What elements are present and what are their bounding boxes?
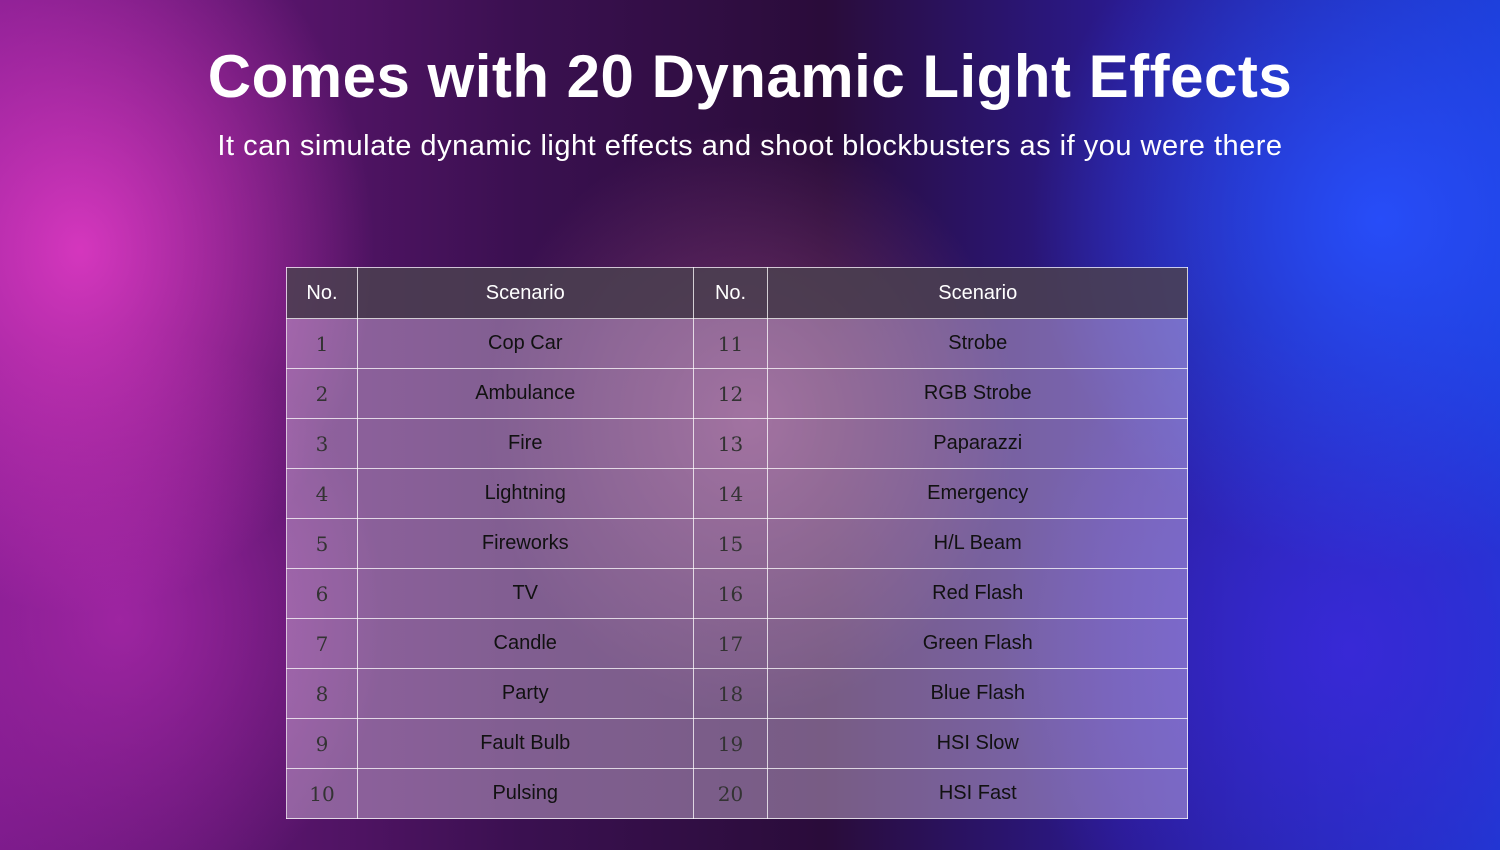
header-no: No.	[286, 267, 358, 319]
effect-scenario: TV	[356, 568, 694, 619]
effect-scenario: Lightning	[356, 468, 694, 519]
effect-number: 15	[692, 518, 769, 569]
effect-number: 20	[692, 768, 769, 819]
effect-number: 1	[286, 318, 358, 369]
effect-scenario: Emergency	[767, 468, 1188, 519]
effect-scenario: Ambulance	[356, 368, 694, 419]
effect-number: 8	[286, 668, 358, 719]
effect-scenario: H/L Beam	[767, 518, 1188, 569]
effect-number: 16	[692, 568, 769, 619]
table-row: 10 Pulsing 20 HSI Fast	[286, 768, 1188, 819]
table-row: 8 Party 18 Blue Flash	[286, 668, 1188, 719]
table-header-row: No. Scenario No. Scenario	[286, 267, 1188, 319]
effect-scenario: Party	[356, 668, 694, 719]
effect-scenario: Green Flash	[767, 618, 1188, 669]
effect-scenario: Fireworks	[356, 518, 694, 569]
effect-scenario: HSI Fast	[767, 768, 1188, 819]
effect-scenario: Blue Flash	[767, 668, 1188, 719]
effect-scenario: HSI Slow	[767, 718, 1188, 769]
effect-number: 3	[286, 418, 358, 469]
effect-number: 2	[286, 368, 358, 419]
table-row: 2 Ambulance 12 RGB Strobe	[286, 368, 1188, 419]
effect-number: 17	[692, 618, 769, 669]
effect-number: 4	[286, 468, 358, 519]
effect-scenario: RGB Strobe	[767, 368, 1188, 419]
light-effects-table: No. Scenario No. Scenario 1 Cop Car 11 Stro…	[286, 267, 1188, 819]
table-row: 3 Fire 13 Paparazzi	[286, 418, 1188, 469]
effect-scenario: Candle	[356, 618, 694, 669]
effect-scenario: Strobe	[767, 318, 1188, 369]
table-row: 7 Candle 17 Green Flash	[286, 618, 1188, 669]
table-row: 1 Cop Car 11 Strobe	[286, 318, 1188, 369]
effect-scenario: Red Flash	[767, 568, 1188, 619]
table-row: 6 TV 16 Red Flash	[286, 568, 1188, 619]
effect-scenario: Pulsing	[356, 768, 694, 819]
effect-number: 11	[692, 318, 769, 369]
effect-number: 14	[692, 468, 769, 519]
effect-number: 18	[692, 668, 769, 719]
effect-number: 6	[286, 568, 358, 619]
effect-number: 10	[286, 768, 358, 819]
effect-number: 5	[286, 518, 358, 569]
effect-number: 7	[286, 618, 358, 669]
headline: Comes with 20 Dynamic Light Effects	[207, 43, 1293, 110]
effect-scenario: Cop Car	[356, 318, 694, 369]
effect-number: 12	[692, 368, 769, 419]
effect-number: 9	[286, 718, 358, 769]
header-scenario: Scenario	[767, 267, 1188, 319]
effect-number: 19	[692, 718, 769, 769]
effect-scenario: Paparazzi	[767, 418, 1188, 469]
effect-scenario: Fault Bulb	[356, 718, 694, 769]
subheadline: It can simulate dynamic light effects an…	[217, 130, 1283, 162]
effect-scenario: Fire	[356, 418, 694, 469]
table-row: 5 Fireworks 15 H/L Beam	[286, 518, 1188, 569]
table-row: 9 Fault Bulb 19 HSI Slow	[286, 718, 1188, 769]
table-row: 4 Lightning 14 Emergency	[286, 468, 1188, 519]
header-scenario: Scenario	[356, 267, 694, 319]
header-no: No.	[692, 267, 769, 319]
effect-number: 13	[692, 418, 769, 469]
